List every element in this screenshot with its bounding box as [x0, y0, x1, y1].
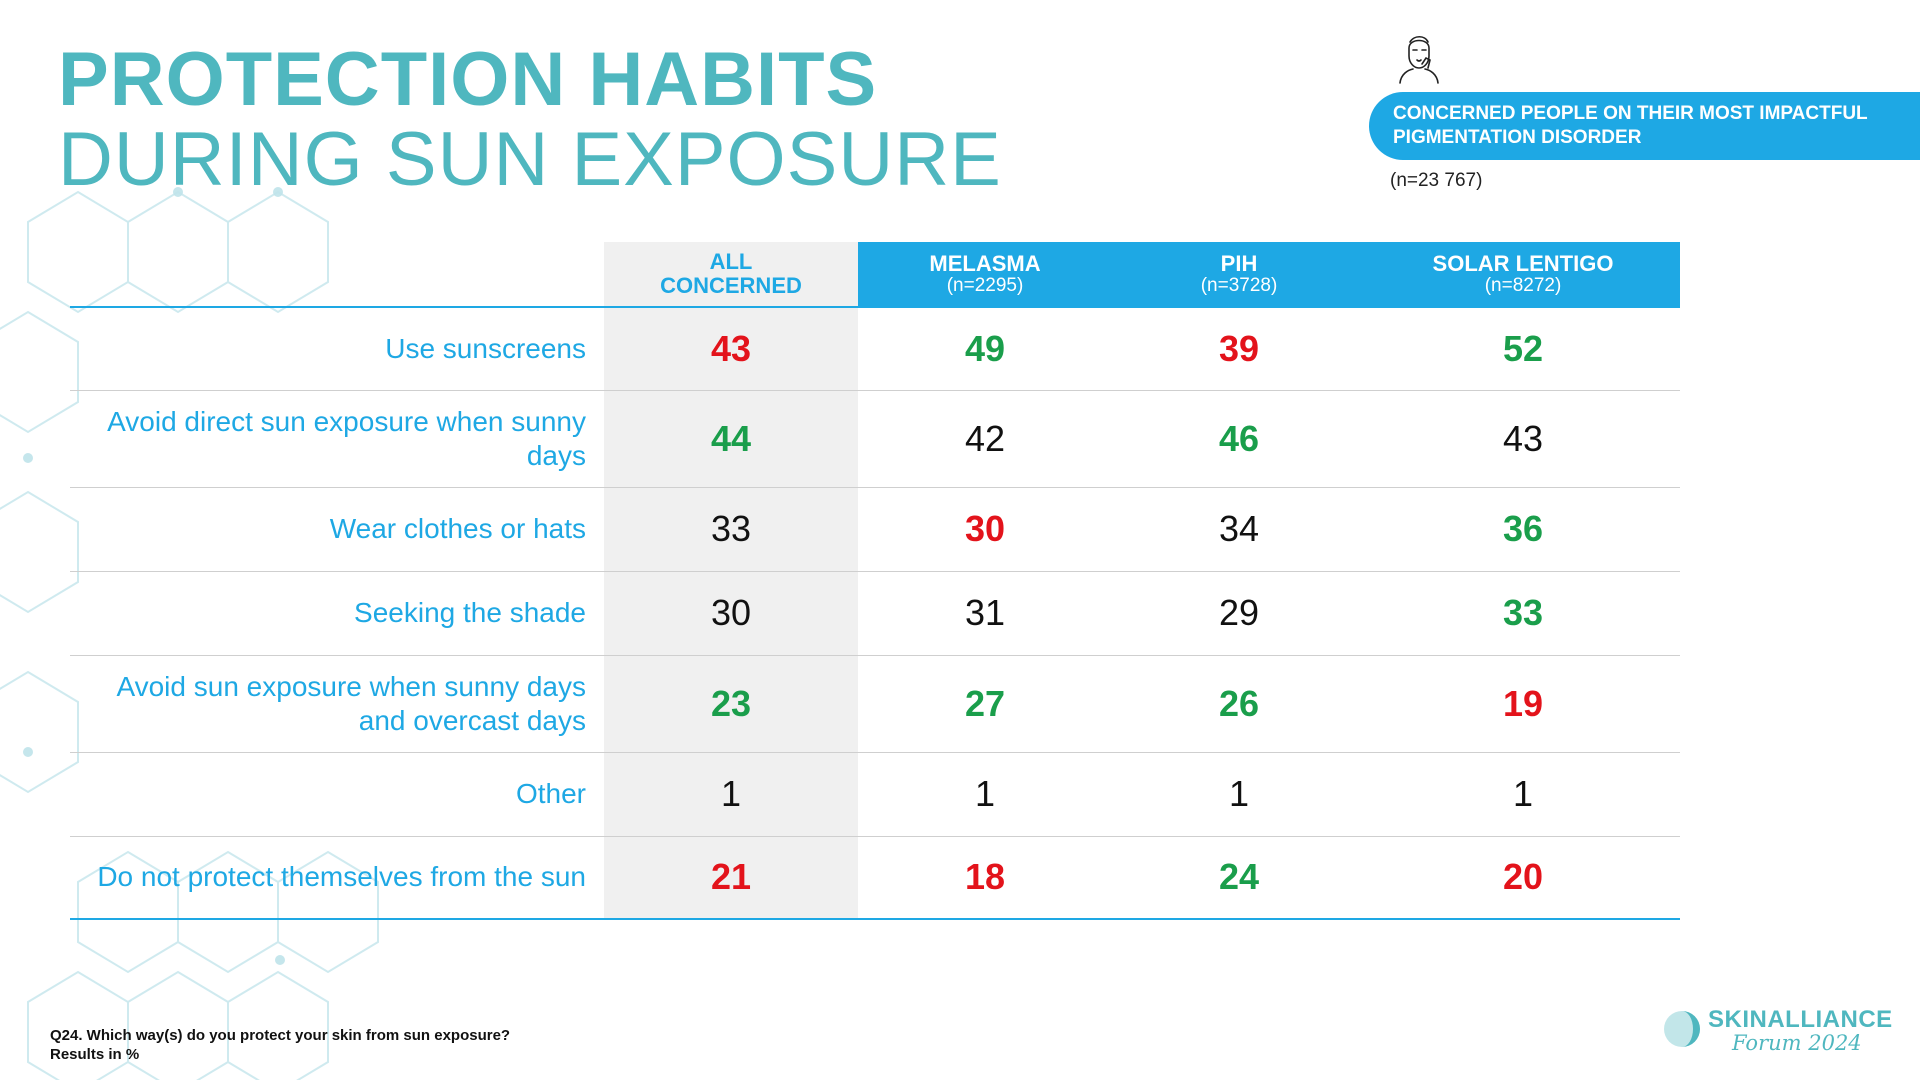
- value-cell-all-concerned: 43: [710, 328, 752, 369]
- column-header-sample-size: (n=8272): [1484, 275, 1562, 296]
- value-cell-pih: 29: [1218, 592, 1260, 633]
- page-title: PROTECTION HABITS DURING SUN EXPOSURE: [58, 40, 1002, 200]
- value-cell-solar-lentigo: 43: [1502, 417, 1544, 459]
- skinalliance-logo-mark-icon: [1664, 1011, 1700, 1047]
- row-label: Wear clothes or hats: [329, 513, 586, 544]
- value-cell-all-concerned: 30: [710, 592, 752, 633]
- value-cell-melasma: 49: [964, 328, 1006, 369]
- column-header-all-concerned: ALL CONCERNED: [604, 242, 858, 306]
- table-row: Wear clothes or hats 33 30 34 36: [70, 487, 1680, 572]
- logo-subtitle-text: Forum 2024: [1732, 1031, 1862, 1055]
- value-cell-all-concerned: 21: [710, 856, 752, 897]
- table-row: Avoid sun exposure when sunny days and o…: [70, 655, 1680, 753]
- column-header-name: SOLAR LENTIGO: [1432, 251, 1614, 276]
- audience-banner-text: CONCERNED PEOPLE ON THEIR MOST IMPACTFUL…: [1393, 103, 1868, 148]
- value-cell-melasma: 1: [974, 773, 996, 814]
- title-line-2: DURING SUN EXPOSURE: [58, 117, 1002, 202]
- row-label: Avoid direct sun exposure when sunny day…: [107, 405, 586, 471]
- subgroup-header-band: [858, 242, 1680, 306]
- title-line-1: PROTECTION HABITS: [58, 37, 878, 122]
- value-cell-solar-lentigo: 19: [1502, 682, 1544, 724]
- header-divider: [70, 306, 1680, 308]
- value-cell-melasma: 31: [964, 592, 1006, 633]
- table-row: Avoid direct sun exposure when sunny day…: [70, 390, 1680, 488]
- value-cell-pih: 26: [1218, 682, 1260, 724]
- row-label: Avoid sun exposure when sunny days and o…: [116, 670, 586, 736]
- table-row: Seeking the shade 30 31 29 33: [70, 571, 1680, 656]
- logo-brand-text: SKINALLIANCE: [1708, 1006, 1893, 1033]
- column-header-sample-size: (n=2295): [946, 275, 1024, 296]
- value-cell-pih: 39: [1218, 328, 1260, 369]
- row-label: Use sunscreens: [385, 333, 586, 364]
- column-header-name: ALL CONCERNED: [660, 249, 802, 298]
- value-cell-solar-lentigo: 20: [1502, 856, 1544, 897]
- audience-sample-size: (n=23 767): [1390, 170, 1483, 191]
- value-cell-pih: 46: [1218, 417, 1260, 459]
- table-row: Use sunscreens 43 49 39 52: [70, 308, 1680, 391]
- row-label: Other: [515, 778, 586, 809]
- value-cell-solar-lentigo: 1: [1512, 773, 1534, 814]
- value-cell-pih: 1: [1228, 773, 1250, 814]
- column-header-name: PIH: [1220, 251, 1258, 276]
- row-label: Seeking the shade: [354, 597, 586, 628]
- table-row: Do not protect themselves from the sun 21…: [70, 836, 1680, 920]
- value-cell-all-concerned: 23: [710, 682, 752, 724]
- value-cell-all-concerned: 1: [720, 773, 742, 814]
- footnote-unit: Results in %: [50, 1046, 140, 1063]
- all-concerned-column-background: [604, 242, 858, 918]
- value-cell-solar-lentigo: 52: [1502, 328, 1544, 369]
- value-cell-melasma: 27: [964, 682, 1006, 724]
- table-row: Other 1 1 1 1: [70, 752, 1680, 837]
- value-cell-all-concerned: 44: [710, 417, 752, 459]
- value-cell-melasma: 18: [964, 856, 1006, 897]
- column-header-pih: PIH (n=3728): [1112, 242, 1366, 306]
- column-header-solar-lentigo: SOLAR LENTIGO (n=8272): [1366, 242, 1680, 306]
- row-label: Do not protect themselves from the sun: [97, 861, 586, 892]
- value-cell-solar-lentigo: 33: [1502, 592, 1544, 633]
- audience-banner: CONCERNED PEOPLE ON THEIR MOST IMPACTFUL…: [1369, 92, 1920, 160]
- value-cell-pih: 24: [1218, 856, 1260, 897]
- column-header-sample-size: (n=3728): [1200, 275, 1278, 296]
- value-cell-all-concerned: 33: [710, 508, 752, 549]
- value-cell-melasma: 42: [964, 417, 1006, 459]
- footnote-question: Q24. Which way(s) do you protect your sk…: [50, 1027, 511, 1044]
- skinalliance-logo: SKINALLIANCE Forum 2024: [1662, 1005, 1892, 1055]
- value-cell-pih: 34: [1218, 508, 1260, 549]
- value-cell-melasma: 30: [964, 508, 1006, 549]
- person-face-icon: [1399, 35, 1439, 84]
- column-header-melasma: MELASMA (n=2295): [858, 242, 1112, 306]
- footnote: Q24. Which way(s) do you protect your sk…: [50, 1026, 510, 1064]
- column-header-name: MELASMA: [929, 251, 1041, 276]
- value-cell-solar-lentigo: 36: [1502, 508, 1544, 549]
